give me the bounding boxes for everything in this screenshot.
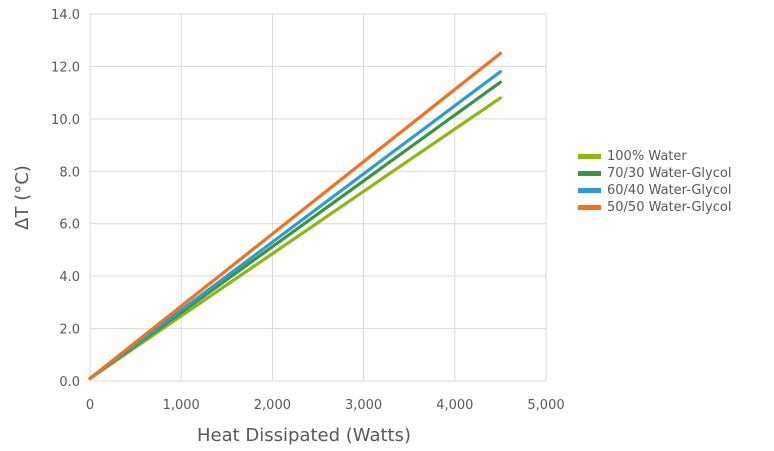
x-tick-label: 1,000 [163,398,200,413]
legend-label: 60/40 Water-Glycol [607,183,732,198]
legend-label: 70/30 Water-Glycol [607,166,732,181]
y-tick-label: 10.0 [51,113,80,128]
y-tick-label: 6.0 [59,218,80,233]
x-tick-label: 0 [86,398,94,413]
series-line [88,70,502,380]
legend-label: 100% Water [607,149,687,164]
legend-swatch [578,188,601,193]
legend-swatch [578,154,601,159]
y-tick-label: 2.0 [59,323,80,338]
y-tick-label: 14.0 [51,8,80,23]
chart-legend: 100% Water 70/30 Water-Glycol 60/40 Water-… [578,148,731,216]
x-axis-title: Heat Dissipated (Watts) [197,425,411,446]
y-axis-title: ΔT (°C) [12,165,33,230]
series-line [88,96,502,380]
legend-item: 60/40 Water-Glycol [578,182,731,199]
y-tick-label: 0.0 [59,375,80,390]
series-line [88,51,502,380]
y-tick-label: 4.0 [59,270,80,285]
y-tick-label: 12.0 [51,60,80,75]
x-tick-label: 5,000 [527,398,564,413]
legend-label: 50/50 Water-Glycol [607,200,732,215]
legend-swatch [578,205,601,210]
x-tick-label: 3,000 [345,398,382,413]
x-tick-label: 4,000 [436,398,473,413]
legend-item: 100% Water [578,148,731,165]
legend-item: 70/30 Water-Glycol [578,165,731,182]
x-tick-label: 2,000 [254,398,291,413]
legend-swatch [578,171,601,176]
legend-item: 50/50 Water-Glycol [578,199,731,216]
y-tick-label: 8.0 [59,165,80,180]
